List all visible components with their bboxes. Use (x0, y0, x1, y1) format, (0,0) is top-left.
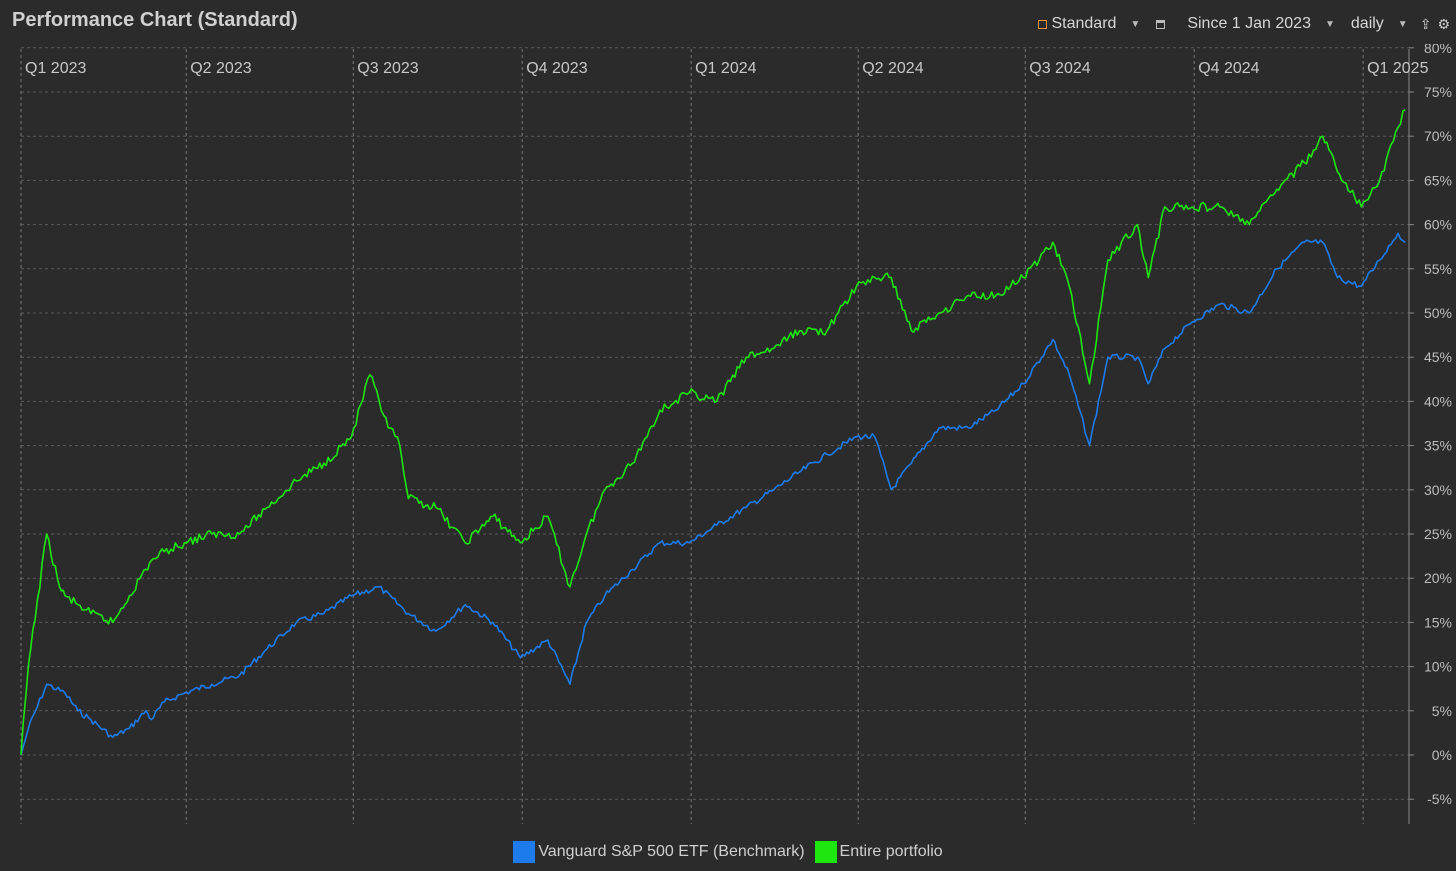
y-tick-label: 30% (1424, 482, 1452, 498)
toolbar: Standard ▼ Since 1 Jan 2023 ▼ daily ▼ ⇪ … (1038, 12, 1450, 36)
view-selector[interactable]: Standard (1038, 15, 1116, 33)
calendar-icon (1156, 19, 1166, 29)
y-tick-label: 45% (1424, 349, 1452, 365)
y-tick-label: 55% (1424, 261, 1452, 277)
y-tick-label: -5% (1427, 791, 1452, 807)
y-tick-label: 50% (1424, 305, 1452, 321)
y-tick-label: 40% (1424, 393, 1452, 409)
x-tick-label: Q1 2023 (25, 60, 86, 77)
interval-selector[interactable]: daily (1351, 15, 1384, 33)
x-tick-label: Q3 2024 (1029, 60, 1090, 77)
chart-view-icon (1038, 19, 1048, 29)
x-tick-label: Q2 2023 (190, 60, 251, 77)
legend-label-benchmark: Vanguard S&P 500 ETF (Benchmark) (538, 843, 805, 860)
y-tick-label: 20% (1424, 570, 1452, 586)
portfolio-line (20, 109, 1406, 756)
y-tick-label: 75% (1424, 84, 1452, 100)
legend-label-portfolio: Entire portfolio (839, 843, 943, 860)
header: Performance Chart (Standard) Standard ▼ … (0, 0, 1456, 44)
legend: Vanguard S&P 500 ETF (Benchmark) Entire … (0, 838, 1456, 866)
y-tick-label: 25% (1424, 526, 1452, 542)
x-tick-label: Q4 2023 (526, 60, 587, 77)
gear-icon[interactable]: ⚙ (1437, 15, 1450, 32)
chart-title: Performance Chart (Standard) (12, 9, 298, 31)
x-tick-label: Q4 2024 (1198, 60, 1259, 77)
interval-label: daily (1350, 15, 1384, 32)
performance-chart: 80% 75% 70% 65% 60% 55% 50% 45% 40% 35% 30% 25% 20% 1… (20, 40, 1452, 824)
y-tick-label: 60% (1424, 217, 1452, 233)
range-dropdown-caret[interactable]: ▼ (1324, 18, 1335, 30)
x-tick-label: Q1 2025 (1367, 60, 1428, 77)
y-tick-label: 35% (1424, 438, 1452, 454)
benchmark-line (20, 232, 1406, 756)
view-label: Standard (1051, 15, 1117, 32)
y-tick-label: 65% (1424, 172, 1452, 188)
y-tick-label: 70% (1424, 128, 1452, 144)
y-tick-label: 0% (1432, 747, 1452, 763)
x-tick-label: Q1 2024 (695, 60, 756, 77)
y-tick-label: 15% (1424, 614, 1452, 630)
legend-swatch-portfolio (814, 841, 837, 863)
legend-item-benchmark[interactable]: Vanguard S&P 500 ETF (Benchmark) (513, 841, 805, 863)
range-selector[interactable]: Since 1 Jan 2023 (1156, 15, 1311, 33)
legend-item-portfolio[interactable]: Entire portfolio (814, 841, 943, 863)
chart-area: 80% 75% 70% 65% 60% 55% 50% 45% 40% 35% 30% 25% 20% 1… (0, 40, 1456, 829)
legend-swatch-benchmark (513, 841, 536, 863)
x-tick-label: Q2 2024 (862, 60, 923, 77)
view-dropdown-caret[interactable]: ▼ (1130, 18, 1141, 30)
y-tick-label: 80% (1424, 44, 1452, 56)
x-tick-label: Q3 2023 (357, 60, 418, 77)
y-tick-label: 10% (1424, 659, 1452, 675)
y-tick-label: 5% (1432, 703, 1452, 719)
range-label: Since 1 Jan 2023 (1187, 15, 1311, 32)
interval-dropdown-caret[interactable]: ▼ (1397, 18, 1408, 30)
export-icon[interactable]: ⇪ (1419, 15, 1432, 32)
